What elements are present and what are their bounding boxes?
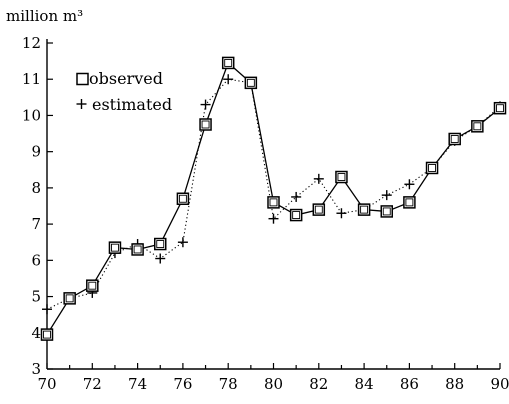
x-tick-label: 84	[355, 375, 374, 393]
observed-point	[493, 101, 507, 115]
x-tick-label: 82	[309, 375, 328, 393]
observed-point	[108, 241, 122, 254]
x-tick-label: 74	[128, 375, 147, 393]
x-tick-label: 78	[219, 375, 238, 393]
estimated-point	[381, 190, 392, 201]
observed-point	[40, 328, 54, 341]
x-tick-label: 90	[490, 375, 509, 393]
legend-observed-label: observed	[89, 69, 163, 88]
x-tick-label: 80	[264, 375, 283, 393]
x-tick-label: 88	[445, 375, 464, 393]
estimated-point	[42, 304, 52, 315]
observed-point	[335, 170, 348, 184]
observed-point	[403, 196, 416, 209]
estimated-point	[313, 173, 324, 184]
observed-point	[154, 237, 167, 251]
estimated-point	[177, 237, 188, 248]
observed-point	[312, 203, 326, 216]
observed-point	[267, 196, 280, 209]
observed-point	[289, 208, 303, 222]
estimated-point	[200, 99, 211, 110]
legend-estimated-marker	[76, 99, 87, 109]
series-layer	[40, 56, 507, 341]
observed-point	[448, 132, 461, 146]
y-tick-label: 7	[31, 215, 41, 233]
estimated-point	[336, 208, 347, 219]
observed-point	[380, 205, 393, 218]
y-tick-label: 11	[22, 70, 41, 88]
observed-point	[63, 292, 76, 305]
y-tick-label: 12	[22, 34, 41, 52]
observed-point	[221, 56, 235, 70]
estimated-point	[268, 213, 279, 224]
x-tick-label: 72	[83, 375, 102, 393]
y-tick-label: 10	[22, 106, 41, 124]
x-tick-label: 76	[173, 375, 192, 393]
observed-point	[131, 243, 144, 256]
y-tick-label: 3	[31, 360, 41, 378]
y-tick-label: 8	[31, 179, 41, 197]
observed-point	[176, 192, 190, 206]
estimated-point	[155, 253, 166, 264]
estimated-point	[223, 74, 234, 85]
y-tick-label: 9	[31, 143, 41, 161]
estimated-point	[404, 179, 415, 190]
estimated-point	[291, 191, 302, 202]
legend: observed estimated	[76, 69, 172, 114]
y-tick-label: 5	[31, 288, 41, 306]
y-tick-label: 6	[31, 251, 41, 269]
observed-point	[86, 279, 99, 292]
legend-observed-marker	[76, 72, 89, 86]
x-tick-label: 86	[400, 375, 419, 393]
observed-point	[425, 161, 439, 175]
y-axis-unit-label: million m³	[6, 7, 83, 25]
observed-point	[357, 203, 371, 216]
x-tick-label: 70	[37, 375, 56, 393]
observed-point	[244, 76, 258, 90]
observed-point	[199, 118, 212, 131]
y-tick-label: 4	[31, 324, 41, 342]
observed-point	[471, 120, 484, 133]
legend-estimated-label: estimated	[92, 95, 172, 114]
